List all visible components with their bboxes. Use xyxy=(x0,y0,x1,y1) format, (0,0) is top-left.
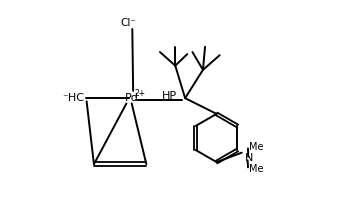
Text: Me: Me xyxy=(249,164,263,174)
Text: Me: Me xyxy=(249,142,263,152)
Text: Cl⁻: Cl⁻ xyxy=(120,18,136,28)
Text: Pd: Pd xyxy=(125,93,139,103)
Text: ⁻HC: ⁻HC xyxy=(62,93,84,103)
Text: HP: HP xyxy=(162,92,177,101)
Text: 2+: 2+ xyxy=(134,89,145,98)
Text: N: N xyxy=(245,153,253,163)
